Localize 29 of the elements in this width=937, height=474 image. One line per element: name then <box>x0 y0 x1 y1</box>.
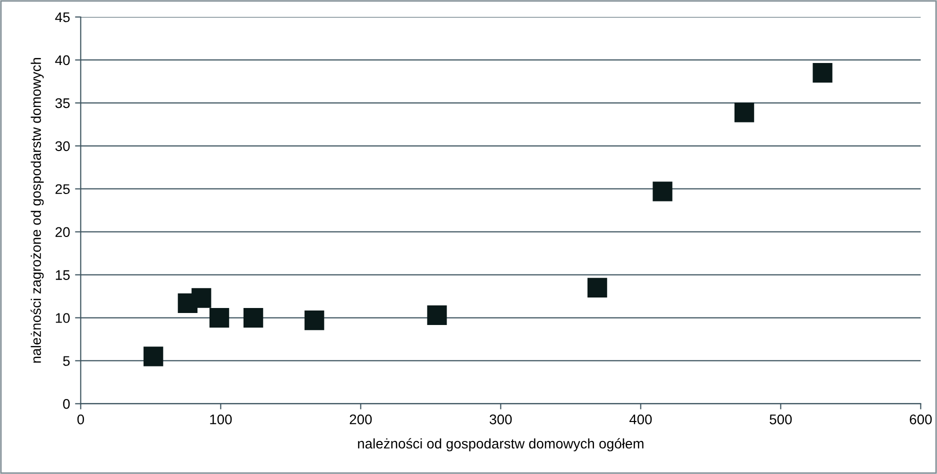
y-tick-label: 0 <box>63 399 70 409</box>
x-tick-label: 400 <box>629 414 652 424</box>
x-axis-title: należności od gospodarstw domowych ogółem <box>358 438 644 452</box>
y-tick-label: 30 <box>55 141 70 152</box>
x-tick-label: 500 <box>770 414 792 424</box>
x-tick-label: 100 <box>210 414 232 424</box>
y-tick-label: 45 <box>55 12 70 22</box>
point <box>209 308 230 328</box>
x-tick-label: 300 <box>490 414 512 424</box>
y-tick-label: 35 <box>55 98 70 108</box>
y-tick-label: 15 <box>56 270 70 280</box>
point <box>812 63 832 83</box>
x-tick-label: 600 <box>910 414 932 424</box>
point <box>587 278 608 298</box>
x-tick-label: 200 <box>350 414 372 424</box>
point <box>304 310 324 330</box>
y-tick-label: 10 <box>56 313 70 323</box>
point <box>192 288 212 308</box>
point <box>734 102 754 122</box>
y-tick-label: 25 <box>56 184 70 194</box>
y-tick-label: 40 <box>55 55 70 66</box>
point <box>144 346 164 366</box>
point <box>244 308 264 328</box>
y-tick-label: 5 <box>63 356 70 366</box>
y-tick-label: 20 <box>56 227 70 238</box>
y-axis-title: należności zagrożone od gospodarstw domowych <box>30 58 44 363</box>
x-tick-label: 0 <box>77 414 84 424</box>
point <box>427 305 447 326</box>
point <box>652 182 672 202</box>
